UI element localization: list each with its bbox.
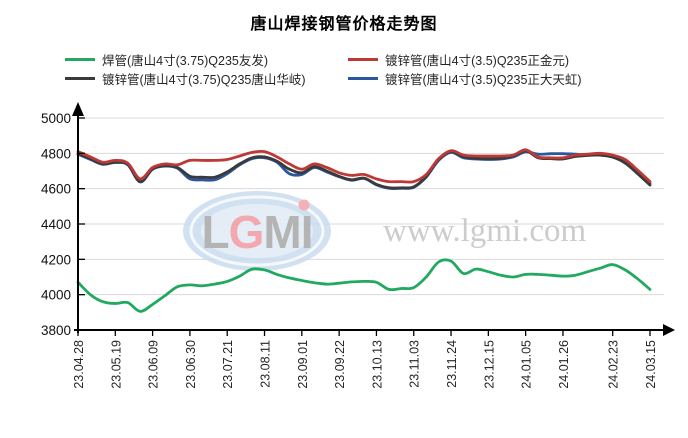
watermark-logo-ellipse: [183, 191, 331, 271]
x-tick-label: 23.11.03: [408, 340, 422, 388]
y-tick-labels: 3800 4000 4200 4400 4600 4800 5000: [41, 111, 71, 338]
watermark-url-text: www.lgmi.com: [383, 213, 587, 249]
y-axis: [72, 102, 85, 333]
x-tick-label: 24.01.05: [520, 340, 534, 389]
legend-swatch-blue-icon: [348, 77, 378, 80]
x-tick-label: 23.08.11: [259, 340, 273, 388]
y-tick-label: 3800: [41, 323, 71, 338]
y-tick-label: 4200: [41, 252, 71, 267]
y-tick-label: 4600: [41, 182, 71, 197]
x-tick-label: 23.04.28: [72, 340, 86, 389]
y-tick-label: 4800: [41, 146, 71, 161]
x-tick-label: 23.05.19: [109, 340, 123, 389]
legend-item-hanguan-youfa: 焊管(唐山4寸(3.75)Q235友发): [65, 50, 348, 69]
legend-swatch-black-icon: [65, 77, 95, 80]
x-axis-arrow-icon: [663, 324, 675, 336]
legend-item-duxinguan-zhengjinyuan: 镀锌管(唐山4寸(3.5)Q235正金元): [348, 50, 582, 69]
x-tick-label: 23.07.21: [221, 340, 235, 389]
x-tick-label: 24.03.15: [644, 340, 658, 389]
x-tick-label: 23.10.13: [370, 340, 384, 389]
legend-item-duxinguan-tianhong: 镀锌管(唐山4寸(3.5)Q235正大天虹): [348, 69, 582, 88]
legend-swatch-red-icon: [348, 58, 378, 61]
y-tick-label: 4400: [41, 217, 71, 232]
x-tick-label: 23.09.01: [296, 340, 310, 389]
x-tick-label: 23.12.15: [482, 340, 496, 389]
gridlines: [79, 117, 664, 296]
x-axis: [74, 324, 675, 336]
series-line-0: [76, 258, 652, 313]
watermark-logo-text: LGMI: [202, 206, 313, 258]
legend-item-duxinguan-huaqi: 镀锌管(唐山4寸(3.75)Q235唐山华岐): [65, 69, 348, 88]
y-tick-label: 4000: [41, 288, 71, 303]
y-tick-label: 5000: [41, 111, 71, 126]
legend: 焊管(唐山4寸(3.75)Q235友发) 镀锌管(唐山4寸(3.5)Q235正金…: [65, 50, 582, 88]
x-tick-label: 23.09.22: [333, 340, 347, 389]
series-line-1: [76, 148, 652, 184]
x-tick-label: 23.11.24: [445, 340, 459, 388]
x-tick-label: 24.01.26: [557, 340, 571, 389]
y-axis-arrow-icon: [72, 102, 84, 116]
legend-label: 镀锌管(唐山4寸(3.75)Q235唐山华岐): [102, 73, 306, 87]
watermark-logo-dot: [298, 199, 310, 211]
legend-swatch-green-icon: [65, 58, 95, 61]
legend-label: 镀锌管(唐山4寸(3.5)Q235正金元): [385, 54, 570, 68]
x-tick-label: 23.06.09: [147, 340, 161, 389]
series-lines: [76, 148, 652, 313]
legend-label: 焊管(唐山4寸(3.75)Q235友发): [102, 54, 269, 68]
watermark: LGMI www.lgmi.com: [183, 191, 587, 271]
legend-label: 镀锌管(唐山4寸(3.5)Q235正大天虹): [385, 73, 582, 87]
chart-title: 唐山焊接钢管价格走势图: [250, 16, 438, 33]
x-tick-label: 24.02.23: [607, 340, 621, 389]
x-tick-label: 23.06.30: [184, 340, 198, 389]
x-tick-labels: 23.04.28 23.05.19 23.06.09 23.06.30 23.07.21…: [72, 340, 658, 389]
